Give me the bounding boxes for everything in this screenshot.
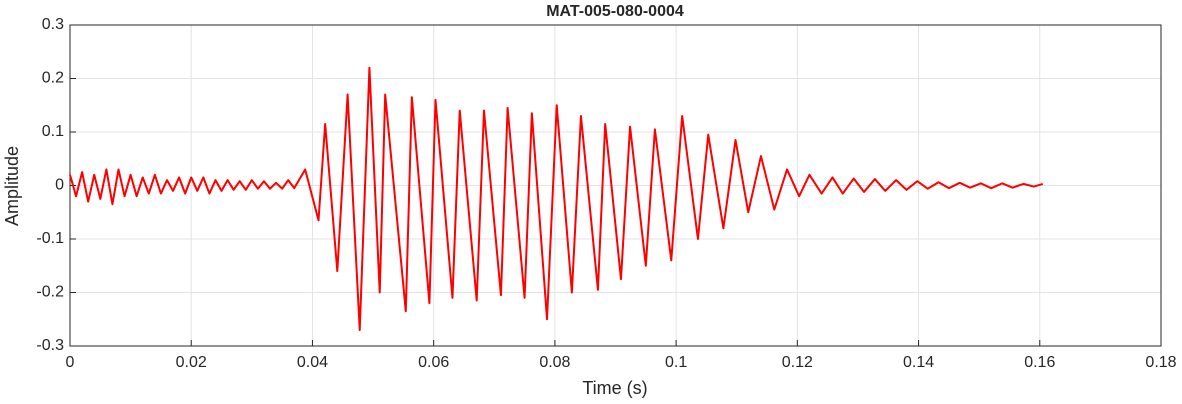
x-tick-label: 0 (66, 354, 75, 371)
x-tick-label: 0.06 (418, 354, 449, 371)
x-tick-label: 0.04 (297, 354, 328, 371)
y-tick-label: -0.2 (36, 284, 64, 301)
y-tick-label: 0.3 (42, 16, 64, 33)
y-axis-label: Amplitude (2, 146, 22, 226)
y-tick-label: -0.1 (36, 230, 64, 247)
y-tick-label: -0.3 (36, 337, 64, 354)
y-tick-label: 0.1 (42, 123, 64, 140)
x-tick-label: 0.12 (782, 354, 813, 371)
x-tick-label: 0.02 (176, 354, 207, 371)
x-tick-label: 0.1 (665, 354, 687, 371)
y-tick-label: 0 (55, 177, 64, 194)
x-tick-label: 0.18 (1145, 354, 1176, 371)
x-axis-label: Time (s) (582, 378, 647, 398)
x-tick-label: 0.16 (1024, 354, 1055, 371)
y-tick-label: 0.2 (42, 70, 64, 87)
x-tick-label: 0.14 (903, 354, 934, 371)
x-tick-label: 0.08 (539, 354, 570, 371)
signal-line (69, 66, 1044, 331)
chart-title: MAT-005-080-0004 (546, 3, 684, 20)
plot-frame (69, 24, 1162, 347)
